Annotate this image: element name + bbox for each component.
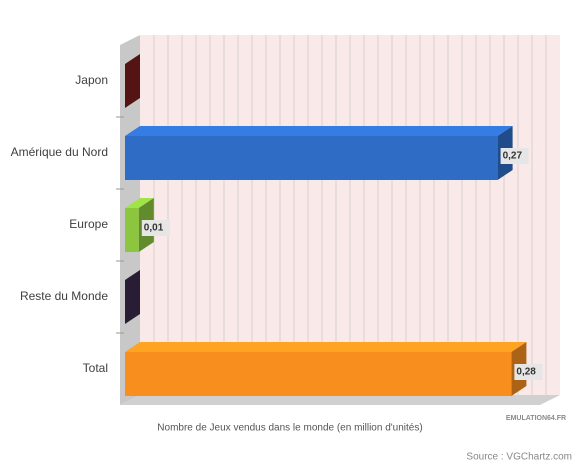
bar-top — [125, 198, 154, 208]
y-tick-label: Japon — [75, 73, 108, 87]
value-label-bg — [500, 148, 529, 164]
bar — [125, 352, 512, 396]
y-tick-label: Amérique du Nord — [11, 145, 108, 159]
bar-top — [125, 342, 527, 352]
source: Source : VGChartz.com — [466, 452, 572, 463]
value-label: 0,28 — [516, 367, 536, 378]
bar-side — [125, 270, 140, 324]
floor — [120, 395, 560, 405]
bar — [125, 136, 498, 180]
bar-side — [125, 54, 140, 108]
value-label: 0,27 — [503, 151, 523, 162]
value-label-bg — [141, 220, 170, 236]
watermark: EMULATION64.FR — [506, 415, 566, 422]
y-tick-label: Reste du Monde — [20, 289, 108, 303]
value-label-bg — [514, 364, 543, 380]
y-tick-label: Total — [83, 361, 108, 375]
bar-top — [125, 126, 513, 136]
x-axis-label: Nombre de Jeux vendus dans le monde (en … — [157, 423, 422, 434]
value-label: 0,01 — [144, 223, 164, 234]
grid — [153, 35, 547, 395]
bar — [125, 208, 139, 252]
y-tick-label: Europe — [69, 217, 108, 231]
